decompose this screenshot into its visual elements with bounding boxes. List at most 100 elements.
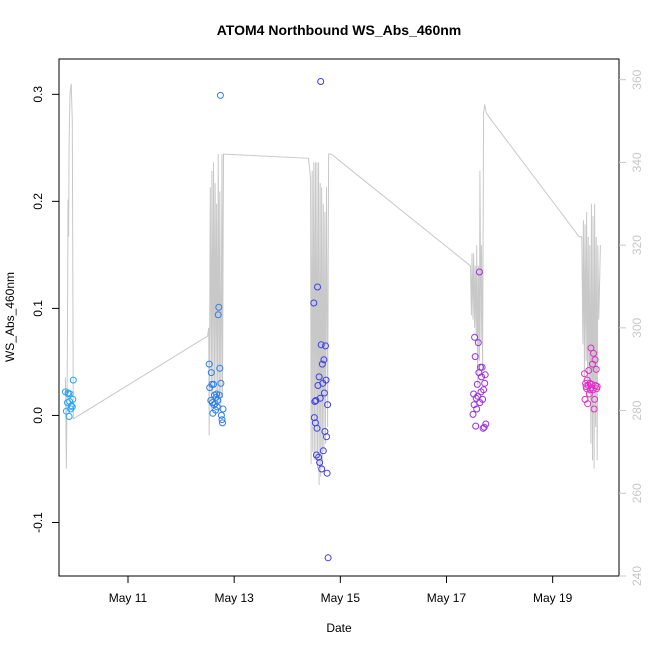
y2-axis: 240 260 280 300 320 340 360	[619, 69, 644, 586]
data-point	[318, 360, 326, 368]
data-point	[587, 344, 595, 352]
data-point	[591, 356, 599, 364]
data-point	[315, 373, 323, 381]
y2-tick-label: 300	[630, 318, 644, 338]
data-point	[472, 422, 480, 430]
y2-tick-label: 340	[630, 152, 644, 172]
data-point	[317, 341, 325, 349]
data-point	[480, 386, 488, 394]
data-point	[592, 382, 600, 389]
data-point	[312, 397, 320, 404]
data-point	[207, 369, 215, 377]
series2-line	[64, 83, 601, 486]
data-point	[67, 405, 75, 413]
data-point	[219, 419, 226, 427]
y-tick-label: 0.1	[31, 300, 45, 317]
data-point	[219, 405, 227, 413]
data-point	[311, 398, 319, 405]
chart-title: ATOM4 Northbound WS_Abs_460nm	[217, 22, 462, 38]
y2-tick-label: 260	[630, 483, 644, 503]
x-tick-label: May 13	[214, 591, 254, 605]
data-point	[316, 459, 324, 466]
data-point	[215, 303, 223, 311]
data-point	[591, 395, 599, 403]
data-point	[481, 371, 489, 379]
data-point	[473, 405, 481, 413]
data-point	[313, 424, 321, 432]
data-point	[310, 299, 318, 307]
data-point	[324, 554, 332, 562]
right-axis-series	[64, 83, 601, 486]
data-point	[474, 339, 482, 347]
y-axis-label: WS_Abs_460nm	[3, 272, 17, 362]
data-point	[210, 380, 217, 388]
data-point	[478, 363, 486, 371]
data-point	[217, 411, 225, 419]
y2-tick-label: 240	[630, 566, 644, 586]
data-point	[473, 380, 481, 388]
data-point	[65, 413, 73, 420]
data-point	[324, 401, 332, 409]
data-point	[67, 402, 75, 410]
data-point	[479, 395, 487, 403]
data-point	[482, 420, 490, 428]
data-point	[322, 342, 329, 350]
data-point	[218, 416, 226, 424]
data-point	[312, 451, 320, 459]
data-point	[585, 390, 593, 398]
data-point	[584, 400, 592, 408]
data-point	[471, 353, 479, 361]
data-point	[593, 383, 601, 390]
x-tick-label: May 15	[321, 591, 361, 605]
data-point	[471, 333, 479, 341]
y-tick-label: 0.3	[31, 86, 45, 103]
x-tick-label: May 19	[533, 591, 573, 605]
x-tick-label: May 11	[109, 591, 148, 605]
data-point	[315, 453, 323, 461]
data-point	[66, 390, 74, 398]
y-tick-label: -0.1	[31, 512, 45, 533]
data-point	[472, 394, 480, 402]
data-point	[475, 268, 483, 276]
data-point	[592, 365, 600, 373]
data-point	[205, 360, 213, 368]
data-point	[214, 311, 222, 319]
data-point	[320, 356, 328, 364]
data-point	[320, 389, 328, 397]
y2-tick-label: 280	[630, 400, 644, 420]
data-point	[478, 373, 485, 381]
data-point	[322, 376, 330, 384]
data-point	[318, 465, 326, 473]
y2-tick-label: 320	[630, 235, 644, 255]
x-axis-label: Date	[326, 621, 352, 635]
data-point	[216, 364, 224, 372]
data-point	[590, 349, 597, 357]
data-point	[215, 391, 223, 399]
data-points	[61, 78, 601, 562]
data-point	[590, 405, 598, 413]
data-point	[481, 379, 489, 387]
data-point	[323, 433, 330, 441]
data-point	[62, 407, 70, 415]
x-axis: May 11 May 13 May 15 May 17 May 19	[109, 576, 573, 605]
plot-area	[58, 58, 620, 577]
data-point	[316, 394, 324, 402]
data-point	[585, 367, 593, 374]
x-tick-label: May 17	[427, 591, 467, 605]
y-tick-label: 0.0	[31, 407, 45, 424]
data-point	[68, 403, 76, 411]
data-point	[69, 395, 77, 403]
data-point	[217, 379, 225, 387]
data-point	[319, 447, 327, 455]
data-point	[317, 78, 325, 85]
data-point	[69, 376, 77, 384]
y-axis: -0.1 0.0 0.1 0.2 0.3	[31, 86, 59, 533]
data-point	[323, 469, 331, 477]
y-tick-label: 0.2	[31, 193, 45, 210]
data-point	[216, 91, 224, 99]
y2-tick-label: 360	[630, 69, 644, 89]
data-point	[469, 410, 477, 418]
data-point	[310, 414, 318, 422]
data-point	[314, 283, 321, 291]
